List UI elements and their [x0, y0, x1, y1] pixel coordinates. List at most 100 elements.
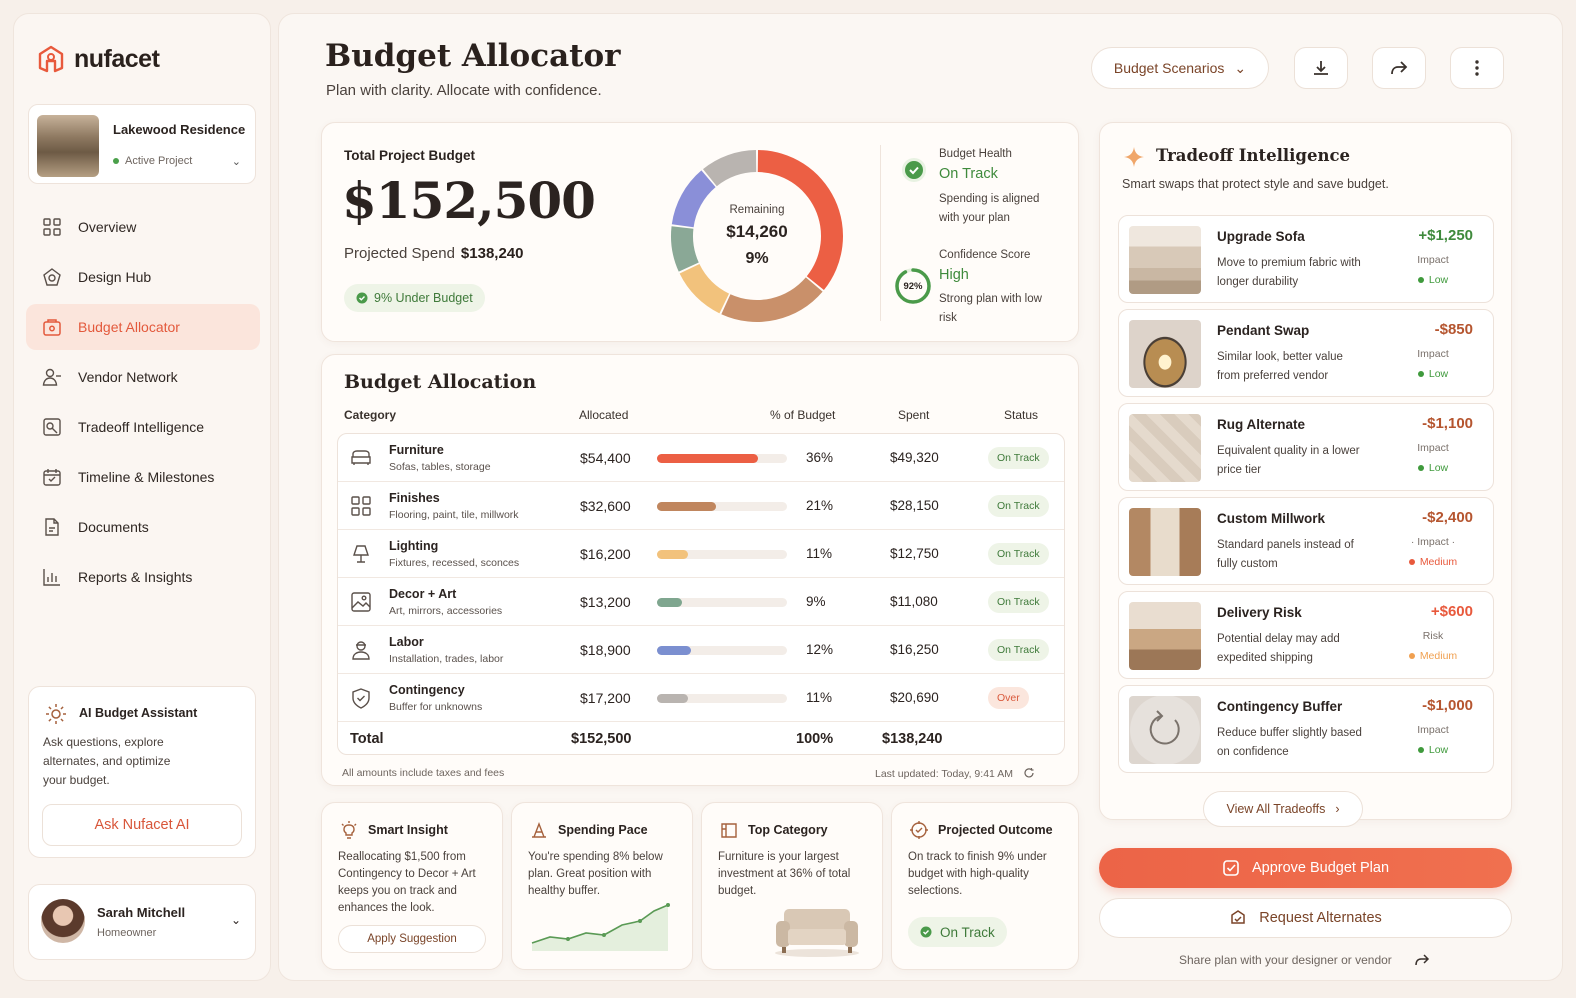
sidebar-item-overview[interactable]: Overview [26, 204, 260, 250]
tradeoff-amount: +$1,250 [1418, 227, 1473, 244]
budget-health-label: Budget Health [939, 148, 1012, 160]
logo[interactable]: nufacet [36, 44, 160, 74]
budget-health-desc: Spending is aligned with your plan [939, 193, 1040, 224]
projected-spend: Projected Spend $138,240 [344, 245, 524, 262]
approve-label: Approve Budget Plan [1251, 860, 1390, 876]
tradeoff-level: Medium [1393, 650, 1473, 662]
tradeoff-amount: -$850 [1434, 321, 1473, 338]
view-all-tradeoffs-button[interactable]: View All Tradeoffs › [1203, 791, 1363, 827]
ai-assistant-title: AI Budget Assistant [79, 706, 198, 720]
tradeoff-item[interactable]: Pendant Swap Similar look, better value … [1118, 309, 1494, 397]
sidebar-item-reports[interactable]: Reports & Insights [26, 554, 260, 600]
request-alternates-button[interactable]: Request Alternates [1099, 898, 1512, 938]
allocation-bar-track [657, 550, 787, 559]
smart-insight-card: Smart Insight Reallocating $1,500 from C… [321, 802, 503, 970]
check-circle-icon [902, 158, 926, 182]
category-desc: Fixtures, recessed, sconces [389, 557, 520, 569]
sidebar-item-tradeoff-intelligence[interactable]: Tradeoff Intelligence [26, 404, 260, 450]
apply-suggestion-button[interactable]: Apply Suggestion [338, 925, 486, 953]
tradeoff-item[interactable]: Delivery Risk Potential delay may add ex… [1118, 591, 1494, 679]
col-spent: Spent [898, 408, 930, 422]
budget-scenarios-dropdown[interactable]: Budget Scenarios ⌄ [1091, 47, 1269, 89]
sidebar-item-label: Tradeoff Intelligence [78, 419, 205, 435]
pct-value: 21% [806, 498, 834, 513]
tradeoff-thumbnail [1129, 226, 1201, 294]
donut-center: Remaining $14,260 9% [662, 141, 852, 331]
refresh-icon[interactable] [1023, 767, 1035, 779]
on-track-badge: On Track [908, 917, 1007, 947]
tradeoff-name: Custom Millwork [1217, 511, 1326, 526]
chevron-down-icon[interactable]: ⌄ [230, 913, 241, 927]
donut-slice [721, 277, 823, 322]
tradeoff-desc: Reduce buffer slightly based on confiden… [1217, 727, 1362, 758]
share-arrow-icon[interactable] [1414, 952, 1430, 968]
projected-outcome-card: Projected Outcome On track to finish 9% … [891, 802, 1079, 970]
tradeoff-title: Tradeoff Intelligence [1156, 146, 1351, 165]
level-dot [1408, 653, 1415, 659]
allocation-bar-track [657, 502, 787, 511]
tradeoff-impact-label: Impact [1417, 254, 1449, 266]
tradeoff-name: Contingency Buffer [1217, 699, 1343, 714]
share-button[interactable] [1372, 47, 1426, 89]
table-row[interactable]: Decor + Art Art, mirrors, accessories $1… [338, 578, 1064, 626]
sidebar-item-design-hub[interactable]: Design Hub [26, 254, 260, 300]
sidebar-item-vendor-network[interactable]: Vendor Network [26, 354, 260, 400]
table-row[interactable]: Labor Installation, trades, labor $18,90… [338, 626, 1064, 674]
table-row[interactable]: Furniture Sofas, tables, storage $54,400… [338, 434, 1064, 482]
tradeoff-item[interactable]: Contingency Buffer Reduce buffer slightl… [1118, 685, 1494, 773]
sidebar-item-label: Overview [78, 219, 137, 235]
footnote: All amounts include taxes and fees [342, 767, 505, 779]
allocated-value: $16,200 [580, 546, 631, 562]
allocated-value: $17,200 [580, 690, 631, 706]
user-name: Sarah Mitchell [97, 905, 186, 920]
ai-gear-icon [46, 704, 66, 724]
tradeoff-impact-label: · Impact · [1410, 536, 1456, 548]
tradeoff-item[interactable]: Custom Millwork Standard panels instead … [1118, 497, 1494, 585]
tradeoff-amount: -$1,100 [1422, 415, 1473, 432]
project-selector[interactable]: Lakewood Residence Active Project ⌄ [28, 104, 256, 184]
category-desc: Sofas, tables, storage [389, 461, 491, 473]
request-label: Request Alternates [1259, 910, 1382, 926]
avatar [41, 899, 85, 943]
shield-icon [352, 688, 370, 709]
table-row[interactable]: Contingency Buffer for unknowns $17,200 … [338, 674, 1064, 722]
total-budget-label: Total Project Budget [344, 148, 476, 163]
sidebar-item-budget-allocator[interactable]: Budget Allocator [26, 304, 260, 350]
allocation-bar-track [657, 454, 787, 463]
ask-ai-button[interactable]: Ask Nufacet AI [42, 804, 242, 846]
pct-value: 11% [806, 690, 833, 705]
chevron-down-icon[interactable]: ⌄ [231, 156, 241, 168]
sidebar-item-timeline[interactable]: Timeline & Milestones [26, 454, 260, 500]
level-label: Low [1428, 462, 1449, 474]
allocation-bar-track [657, 598, 787, 607]
tradeoff-item[interactable]: Rug Alternate Equivalent quality in a lo… [1118, 403, 1494, 491]
project-name: Lakewood Residence [113, 122, 246, 137]
category-icon [721, 823, 737, 838]
user-profile[interactable]: Sarah Mitchell Homeowner ⌄ [28, 884, 256, 960]
table-row[interactable]: Finishes Flooring, paint, tile, millwork… [338, 482, 1064, 530]
level-label: Medium [1419, 650, 1458, 662]
spending-pace-card: Spending Pace You're spending 8% below p… [511, 802, 693, 970]
allocated-value: $54,400 [580, 450, 631, 466]
tradeoff-amount: -$2,400 [1422, 509, 1473, 526]
approve-budget-button[interactable]: Approve Budget Plan [1099, 848, 1512, 888]
table-row[interactable]: Lighting Fixtures, recessed, sconces $16… [338, 530, 1064, 578]
sidebar-item-label: Reports & Insights [78, 569, 193, 585]
budget-donut-chart [671, 150, 843, 322]
status-badge: On Track [988, 495, 1049, 517]
share-icon [1391, 61, 1408, 75]
total-label: Total [350, 731, 384, 747]
tradeoff-item[interactable]: Upgrade Sofa Move to premium fabric with… [1118, 215, 1494, 303]
level-dot [1408, 559, 1415, 565]
wallet-icon [42, 317, 62, 337]
more-options-button[interactable] [1450, 47, 1504, 89]
download-button[interactable] [1294, 47, 1348, 89]
sidebar-item-documents[interactable]: Documents [26, 504, 260, 550]
allocation-bar-track [657, 694, 787, 703]
allocation-bar [657, 694, 688, 703]
pct-value: 11% [806, 546, 833, 561]
view-all-label: View All Tradeoffs [1226, 802, 1326, 816]
brand-name: nufacet [74, 44, 160, 73]
budget-scenarios-label: Budget Scenarios [1113, 60, 1225, 76]
tradeoff-intelligence-card: Tradeoff Intelligence Smart swaps that p… [1099, 122, 1512, 827]
